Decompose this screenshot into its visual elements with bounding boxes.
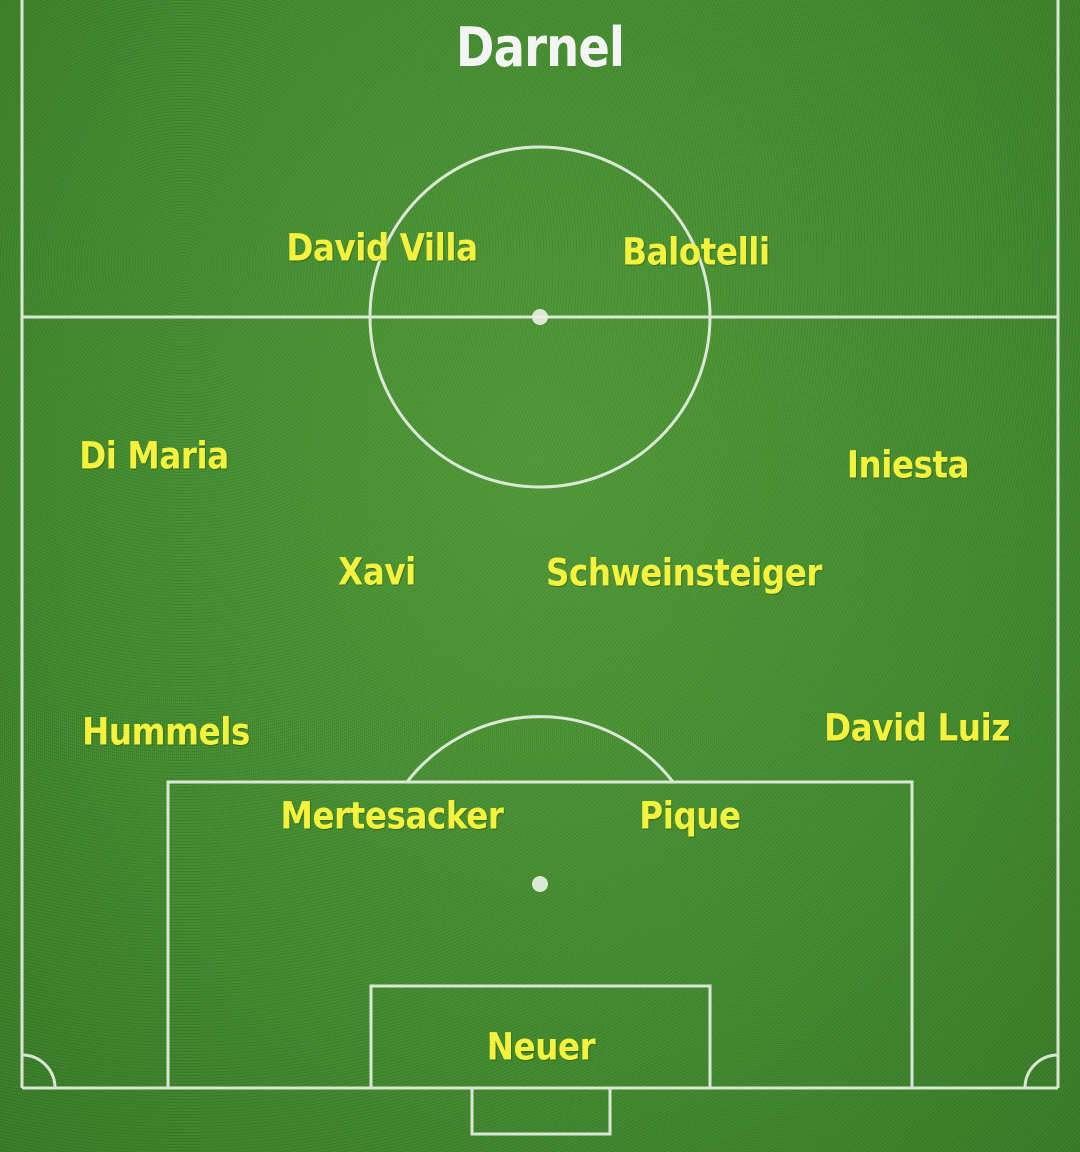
player-center-back-right: Pique (639, 794, 741, 838)
player-forward-left: David Villa (286, 226, 478, 270)
penalty-spot (532, 876, 548, 892)
center-spot (532, 309, 548, 325)
player-goalkeeper: Neuer (486, 1025, 596, 1069)
player-mid-left: Xavi (338, 550, 416, 594)
player-back-right: David Luiz (824, 706, 1010, 750)
center-circle (368, 145, 712, 489)
player-mid-right: Schweinsteiger (546, 551, 822, 595)
team-title: Darnel (455, 16, 625, 79)
player-wing-left: Di Maria (79, 434, 229, 478)
player-wing-right: Iniesta (846, 443, 970, 487)
player-center-back-left: Mertesacker (280, 794, 504, 838)
corner-arc-right (1023, 1053, 1059, 1089)
penalty-arc (405, 715, 675, 783)
goal (470, 1086, 612, 1136)
player-forward-right: Balotelli (622, 230, 770, 274)
player-back-left: Hummels (82, 710, 250, 754)
corner-arc-left (21, 1053, 57, 1089)
